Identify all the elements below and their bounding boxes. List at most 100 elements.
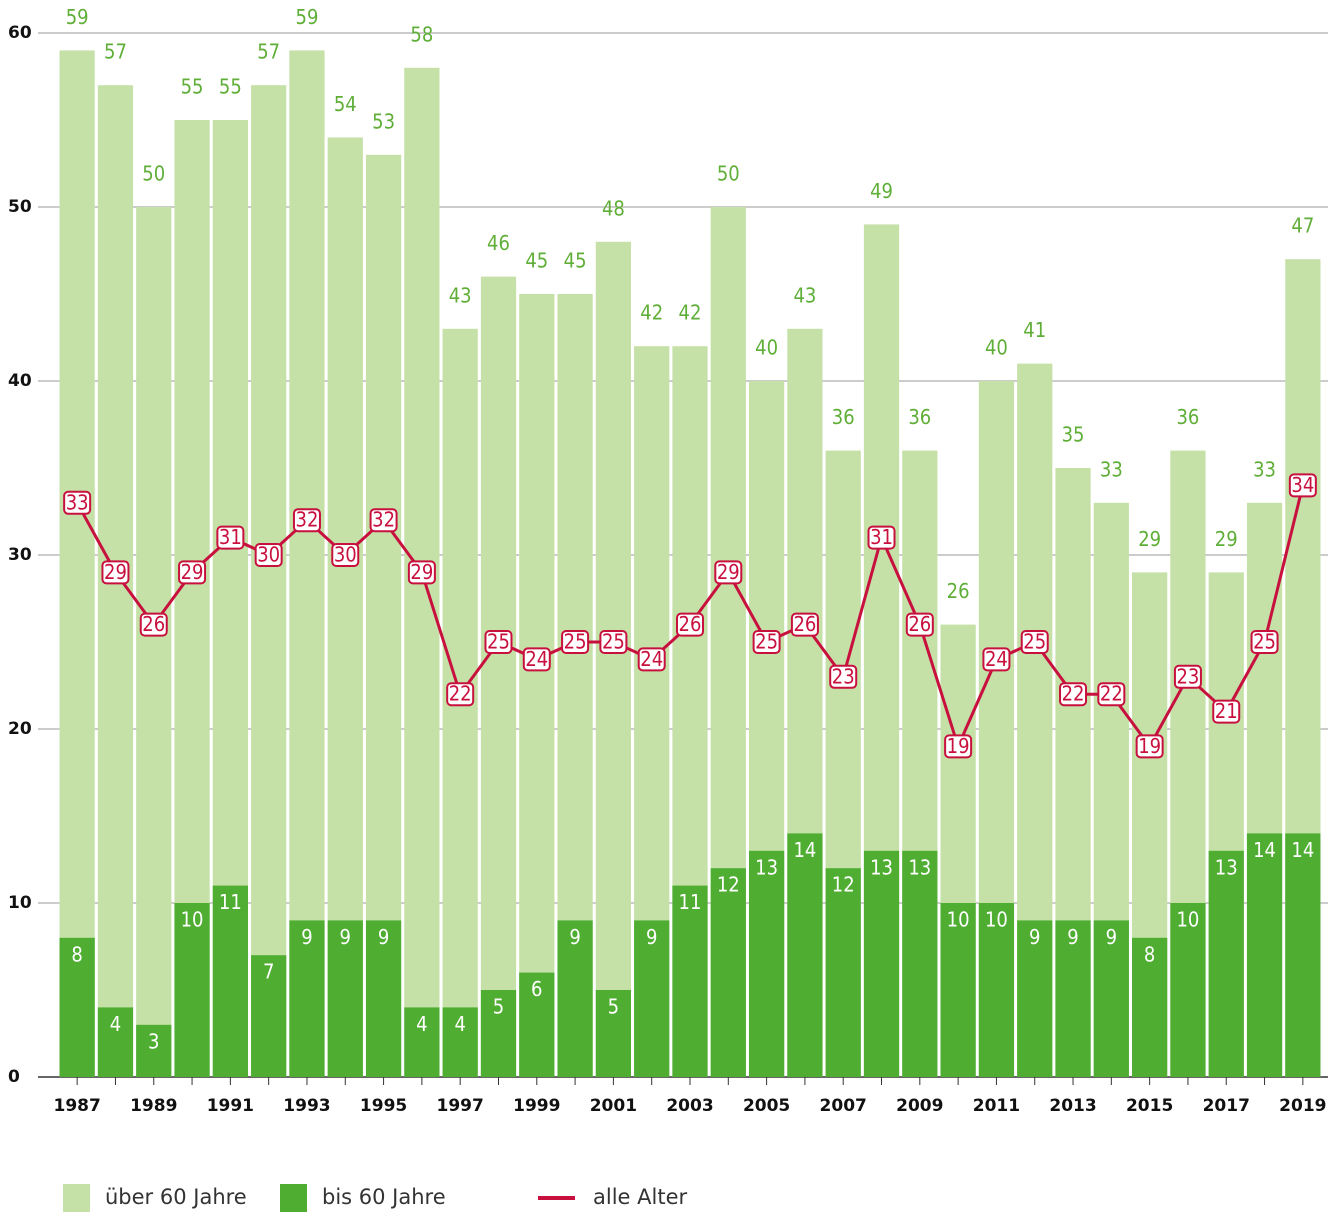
point-box xyxy=(446,682,475,707)
point-box xyxy=(637,647,666,672)
point-box xyxy=(331,543,360,567)
value-label: 3 xyxy=(148,1029,159,1053)
bar xyxy=(557,920,593,1077)
x-tick-label: 2017 xyxy=(1203,1096,1250,1116)
value-label: 9 xyxy=(569,925,580,949)
point-box xyxy=(561,630,590,654)
point-box xyxy=(714,560,743,585)
point-box xyxy=(1173,664,1202,689)
point-label: 22 xyxy=(449,682,472,706)
point-label: 29 xyxy=(410,560,433,584)
point-label: 29 xyxy=(717,560,740,584)
bar xyxy=(289,50,325,1077)
point-label: 26 xyxy=(679,612,702,636)
bar xyxy=(902,850,938,1077)
y-tick-label: 0 xyxy=(8,1067,20,1087)
value-label: 9 xyxy=(1067,925,1078,949)
value-label: 4 xyxy=(416,1012,427,1036)
value-label: 45 xyxy=(564,249,587,273)
bar xyxy=(595,241,632,1078)
point-box xyxy=(905,612,934,637)
value-label: 46 xyxy=(487,231,510,255)
value-label: 29 xyxy=(1215,527,1238,551)
value-label: 5 xyxy=(608,995,619,1019)
value-label: 9 xyxy=(340,925,351,949)
bar xyxy=(442,1007,478,1077)
bar xyxy=(1208,850,1244,1077)
point-box xyxy=(139,612,168,637)
legend-label: alle Alter xyxy=(593,1185,687,1209)
point-box xyxy=(752,630,781,654)
value-label: 55 xyxy=(219,75,242,99)
value-label: 14 xyxy=(1253,838,1276,862)
point-label: 26 xyxy=(793,612,816,636)
bar xyxy=(212,885,248,1077)
point-box xyxy=(1212,699,1241,724)
bar xyxy=(251,955,287,1077)
value-label: 33 xyxy=(1253,457,1276,481)
point-label: 25 xyxy=(487,630,510,654)
point-label: 23 xyxy=(1176,664,1199,688)
value-label: 50 xyxy=(142,162,165,186)
value-label: 9 xyxy=(646,925,657,949)
point-box xyxy=(101,560,130,585)
point-box xyxy=(867,525,896,550)
x-tick-label: 2015 xyxy=(1126,1096,1173,1116)
value-label: 48 xyxy=(602,196,625,220)
bar xyxy=(404,1007,440,1077)
bar xyxy=(1170,903,1206,1077)
bar xyxy=(480,276,517,1078)
point-label: 34 xyxy=(1291,473,1314,497)
point-label: 25 xyxy=(1253,630,1276,654)
value-label: 55 xyxy=(181,75,204,99)
value-label: 57 xyxy=(257,40,280,64)
value-label: 4 xyxy=(454,1012,465,1036)
bar xyxy=(634,920,670,1077)
bar xyxy=(327,137,363,1077)
value-label: 13 xyxy=(755,855,778,879)
value-label: 10 xyxy=(1176,908,1199,932)
value-label: 13 xyxy=(1215,855,1238,879)
value-label: 10 xyxy=(985,908,1008,932)
point-box xyxy=(944,734,973,759)
x-tick-label: 2019 xyxy=(1279,1096,1326,1116)
x-tick-label: 2005 xyxy=(743,1096,790,1116)
point-label: 30 xyxy=(257,543,280,567)
value-label: 11 xyxy=(679,890,702,914)
y-tick-label: 40 xyxy=(8,371,32,391)
bar xyxy=(1132,937,1168,1077)
value-label: 41 xyxy=(1023,318,1046,342)
point-label: 25 xyxy=(564,630,587,654)
bar xyxy=(59,937,95,1077)
point-label: 29 xyxy=(181,560,204,584)
value-label: 36 xyxy=(832,405,855,429)
x-tick-label: 2003 xyxy=(666,1096,713,1116)
point-label: 31 xyxy=(219,525,242,549)
bar xyxy=(59,50,95,1077)
value-label: 14 xyxy=(1291,838,1314,862)
value-label: 43 xyxy=(793,283,816,307)
point-box xyxy=(1059,682,1088,707)
point-box xyxy=(599,630,628,654)
bar xyxy=(327,920,363,1077)
point-box xyxy=(522,647,551,672)
point-label: 32 xyxy=(296,508,319,532)
bar xyxy=(1055,920,1091,1077)
x-tick-label: 1995 xyxy=(360,1096,407,1116)
value-label: 42 xyxy=(640,301,663,325)
point-label: 19 xyxy=(1138,734,1161,758)
value-label: 57 xyxy=(104,40,127,64)
y-tick-label: 50 xyxy=(8,197,32,217)
value-label: 6 xyxy=(531,977,542,1001)
value-label: 29 xyxy=(1138,527,1161,551)
value-label: 36 xyxy=(1176,405,1199,429)
point-box xyxy=(484,630,513,654)
value-label: 8 xyxy=(71,942,82,966)
value-label: 14 xyxy=(793,838,816,862)
value-label: 53 xyxy=(372,109,395,133)
point-box xyxy=(1020,630,1049,654)
point-box xyxy=(369,508,398,533)
point-box xyxy=(1097,682,1126,707)
bar xyxy=(519,294,555,1077)
